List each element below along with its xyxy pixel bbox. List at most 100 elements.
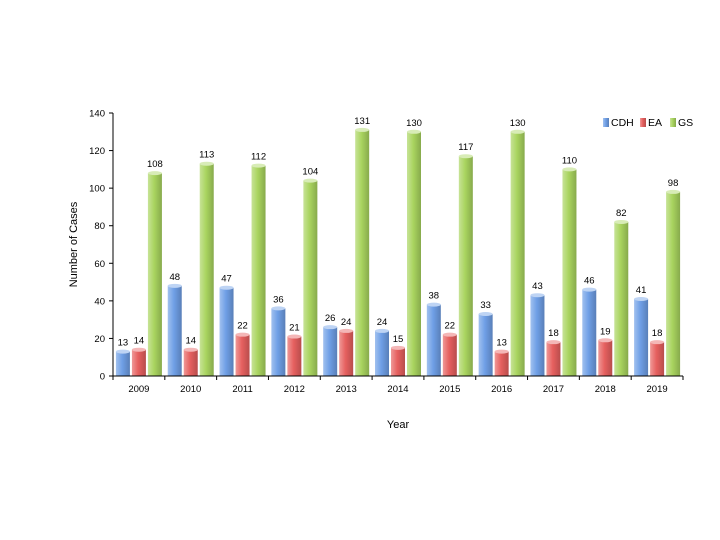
data-label-cdh: 26 [325, 313, 336, 324]
x-axis-title: Year [387, 419, 410, 431]
bar-cap [634, 296, 649, 301]
bar-cap [530, 293, 545, 298]
bar-ea-2013 [339, 330, 354, 376]
bar-cap [131, 347, 146, 352]
bar-cdh-2015 [426, 304, 441, 376]
data-label-ea: 13 [496, 338, 507, 349]
data-label-ea: 24 [341, 317, 352, 328]
legend-swatch-gs [670, 118, 676, 127]
bar-gs-2013 [355, 129, 370, 376]
legend-swatch-cdh [603, 118, 609, 127]
x-tick-label: 2014 [387, 384, 408, 395]
bar-cap [271, 306, 286, 311]
bar-cap [458, 154, 473, 159]
bar-gs-2017 [562, 169, 577, 376]
data-label-cdh: 13 [118, 338, 129, 349]
data-label-cdh: 47 [221, 274, 232, 285]
bar-cap [582, 287, 597, 292]
bar-cap [323, 325, 338, 330]
bar-cap [167, 283, 182, 288]
data-label-gs: 108 [147, 159, 163, 170]
data-label-cdh: 33 [480, 300, 491, 311]
bar-cap [598, 338, 613, 343]
data-label-gs: 104 [302, 167, 318, 178]
y-axis-title: Number of Cases [68, 201, 80, 287]
data-label-cdh: 48 [169, 272, 180, 283]
x-tick-label: 2009 [128, 384, 149, 395]
y-axis: 0 20 40 60 80 100 120 140 [89, 109, 113, 383]
bar-cap [375, 328, 389, 333]
bar-cdh-2017 [530, 295, 545, 376]
x-tick-label: 2016 [491, 384, 512, 395]
bar-cdh-2016 [478, 314, 493, 376]
legend-label-gs: GS [678, 117, 693, 129]
bar-gs-2010 [199, 163, 214, 376]
data-label-ea: 21 [289, 323, 300, 334]
data-label-ea: 15 [393, 334, 404, 345]
bar-ea-2017 [546, 342, 561, 376]
x-tick-label: 2015 [439, 384, 460, 395]
x-tick-label: 2018 [595, 384, 616, 395]
bar-cap [303, 178, 318, 183]
data-label-ea: 22 [445, 321, 456, 332]
bar-gs-2012 [303, 180, 318, 376]
bar-gs-2009 [147, 173, 162, 376]
bar-cdh-2018 [582, 289, 597, 376]
bar-ea-2015 [442, 334, 457, 376]
bar-cap [478, 312, 493, 317]
data-label-gs: 130 [406, 118, 422, 129]
data-label-cdh: 38 [429, 291, 440, 302]
x-tick-label: 2013 [336, 384, 357, 395]
data-label-cdh: 43 [532, 281, 543, 292]
legend-swatch-ea [640, 118, 646, 127]
data-label-cdh: 24 [377, 317, 388, 328]
bar-cap [391, 345, 405, 350]
legend-label-ea: EA [648, 117, 662, 129]
data-label-gs: 110 [562, 155, 577, 166]
bar-gs-2014 [407, 131, 421, 376]
data-label-gs: 113 [199, 150, 214, 161]
y-tick-label: 120 [89, 146, 105, 157]
y-tick-label: 0 [100, 372, 105, 383]
y-tick-label: 140 [89, 109, 105, 120]
bar-cap [614, 219, 629, 224]
data-label-gs: 112 [251, 152, 266, 163]
x-tick-label: 2012 [284, 384, 305, 395]
bar-gs-2016 [510, 131, 525, 376]
bar-cap [494, 349, 509, 354]
bar-cdh-2019 [634, 298, 649, 376]
bar-cap [339, 328, 354, 333]
bar-ea-2010 [183, 349, 198, 376]
bar-cap [235, 332, 250, 337]
bar-cap [287, 334, 302, 339]
legend-label-cdh: CDH [611, 117, 634, 129]
bar-cap [251, 163, 266, 168]
bar-cdh-2010 [167, 285, 182, 376]
bar-cdh-2011 [219, 287, 234, 376]
y-tick-label: 20 [94, 334, 105, 345]
bar-cdh-2013 [323, 327, 338, 376]
bar-cap [426, 302, 441, 307]
bar-gs-2018 [614, 221, 629, 376]
bar-ea-2018 [598, 340, 613, 376]
bar-ea-2009 [131, 349, 146, 376]
bar-cdh-2012 [271, 308, 286, 376]
bar-cdh-2014 [375, 330, 389, 376]
y-tick-label: 100 [89, 184, 105, 195]
data-label-gs: 130 [510, 118, 526, 129]
y-tick-label: 40 [94, 296, 105, 307]
data-label-ea: 14 [185, 336, 196, 347]
bar-ea-2011 [235, 334, 250, 376]
bar-cap [650, 340, 665, 345]
data-label-gs: 117 [458, 142, 473, 153]
bar-cap [355, 127, 370, 132]
data-label-ea: 14 [134, 336, 145, 347]
x-tick-label: 2017 [543, 384, 564, 395]
x-tick-label: 2019 [647, 384, 668, 395]
x-tick-label: 2010 [180, 384, 201, 395]
bar-cap [219, 285, 234, 290]
bar-cap [666, 189, 681, 194]
bar-ea-2016 [494, 351, 509, 376]
data-label-ea: 18 [548, 328, 559, 339]
